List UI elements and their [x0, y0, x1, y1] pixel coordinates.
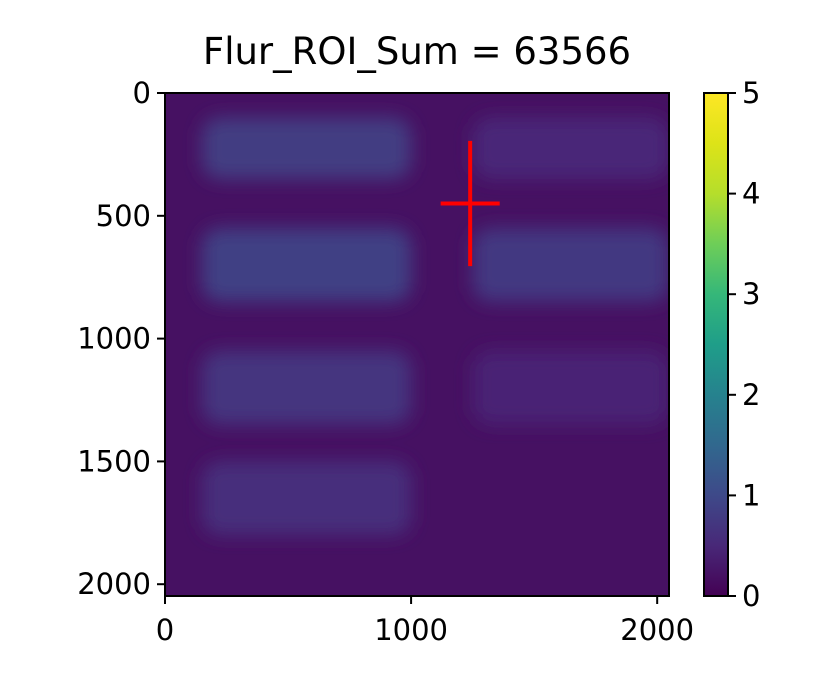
x-axis: 0 1000 2000: [156, 596, 694, 647]
y-tick-label: 1500: [77, 444, 151, 478]
y-tick-label: 0: [133, 76, 151, 110]
heatmap-region: [201, 117, 412, 179]
colorbar-tick-label: 3: [742, 277, 760, 311]
roi-marker: [440, 140, 500, 267]
heatmap-region: [201, 350, 412, 425]
y-tick-label: 1000: [77, 322, 151, 356]
heatmap-region: [472, 350, 669, 425]
plot-frame: [164, 92, 670, 597]
plot-area: [165, 93, 669, 596]
y-tick-label: 500: [96, 199, 151, 233]
colorbar-axis: 0 1 2 3 4 5: [728, 76, 760, 613]
colorbar-tick-label: 0: [742, 579, 760, 613]
colorbar-tick-label: 5: [742, 76, 760, 110]
heatmap-regions: [201, 117, 669, 536]
x-tick-label: 0: [156, 613, 174, 647]
heatmap-region: [201, 461, 412, 536]
heatmap-region: [472, 117, 669, 179]
chart-title: Flur_ROI_Sum = 63566: [203, 30, 631, 73]
colorbar: [703, 92, 729, 597]
y-axis: 0 500 1000 1500 2000: [77, 76, 165, 601]
y-tick-label: 2000: [77, 567, 151, 601]
x-tick-label: 2000: [620, 613, 694, 647]
heatmap-region: [201, 228, 412, 302]
colorbar-tick-label: 4: [742, 177, 760, 211]
colorbar-tick-label: 1: [742, 478, 760, 512]
heatmap-region: [472, 228, 669, 302]
x-tick-label: 1000: [374, 613, 448, 647]
colorbar-tick-label: 2: [742, 378, 760, 412]
